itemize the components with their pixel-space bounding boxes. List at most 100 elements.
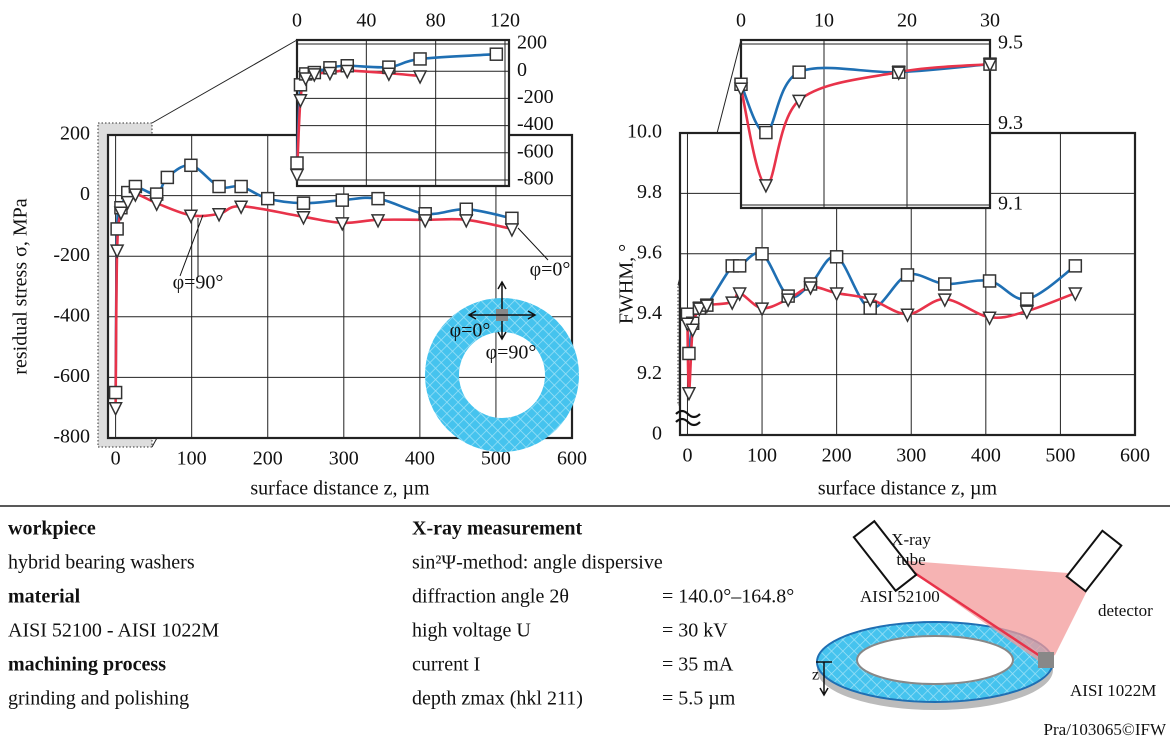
marker	[113, 206, 129, 221]
ring-sketch: φ=0° φ=90°	[425, 280, 579, 452]
marker	[982, 311, 997, 326]
marker	[293, 94, 308, 109]
x-tick-label: 0	[682, 445, 692, 467]
y-tick-label: 9.3	[998, 112, 1023, 134]
y-tick-label: -200	[53, 244, 90, 266]
y-axis-label: FWHM, °	[616, 244, 638, 324]
x-tick-label: 200	[822, 445, 852, 467]
washer-hole	[856, 635, 1014, 685]
y-tick-label: -400	[53, 304, 90, 326]
x-axis-label: surface distance z, µm	[250, 478, 430, 500]
info-text: AISI 52100 - AISI 1022M	[8, 620, 219, 642]
x-tick-label: 500	[1045, 445, 1075, 467]
x-tick-label: 300	[896, 445, 926, 467]
marker	[413, 52, 427, 66]
z-axis	[816, 661, 832, 697]
marker	[234, 179, 248, 194]
param-name: depth zmax (hkl 211)	[412, 688, 583, 710]
x-tick-label: 100	[177, 448, 207, 470]
marker	[1020, 292, 1034, 306]
marker	[108, 401, 123, 417]
marker	[322, 66, 338, 82]
marker	[108, 385, 123, 400]
setup-label: tube	[896, 550, 925, 569]
marker	[296, 196, 311, 210]
marker	[1019, 305, 1035, 320]
beam	[895, 560, 1095, 662]
x-axis-label: surface distance z, µm	[818, 478, 998, 500]
charts: 0 100 200 300 400 500 6002000-200-400-600-800s…	[10, 10, 1150, 500]
x-tick-label: 400	[971, 445, 1001, 467]
marker	[296, 211, 311, 226]
x-tick-label: 20	[897, 10, 917, 32]
leader	[517, 227, 549, 261]
marker	[212, 179, 226, 194]
param-name: high voltage U	[412, 620, 531, 642]
param-value: = 35 mA	[662, 654, 734, 676]
x-tick-label: 300	[329, 448, 359, 470]
leader	[179, 214, 204, 277]
marker	[982, 58, 998, 73]
marker	[724, 296, 740, 311]
x-tick-label: 30	[980, 10, 1000, 32]
marker	[758, 179, 774, 194]
marker	[298, 72, 313, 87]
y-tick-label: -400	[517, 113, 554, 135]
marker	[289, 168, 305, 184]
marker	[829, 250, 844, 264]
x-tick-label: 600	[1120, 445, 1150, 467]
info-heading: machining process	[8, 654, 166, 676]
marker	[184, 158, 198, 173]
marker	[938, 277, 952, 291]
marker	[733, 82, 749, 97]
credit: Pra/103065©IFW	[1044, 720, 1167, 739]
marker	[829, 287, 844, 302]
axis-break	[675, 409, 701, 427]
marker	[1068, 287, 1083, 302]
chart: 0 10 20 309.5 9.3 9.1	[733, 10, 1023, 215]
marker	[862, 293, 878, 308]
marker	[128, 188, 143, 203]
marker	[791, 94, 807, 110]
info-xray: X-ray measurement sin²Ψ-method: angle di…	[412, 518, 794, 710]
y-axis-label: residual stress σ, MPa	[10, 198, 32, 374]
y-tick-label: 0	[80, 183, 90, 205]
y-tick-label: 200	[60, 123, 90, 145]
y-tick-label: 9.4	[637, 302, 662, 324]
marker	[417, 214, 433, 229]
info-heading: material	[8, 586, 81, 608]
marker	[682, 346, 696, 361]
annotations: φ=90° φ=0°	[173, 214, 571, 294]
marker	[891, 66, 906, 81]
x-tick-label: 100	[747, 445, 777, 467]
marker	[110, 222, 124, 236]
x-tick-label: 0	[736, 10, 746, 32]
marker	[183, 209, 199, 224]
marker	[699, 299, 715, 314]
marker	[732, 287, 747, 302]
annotation: φ=90°	[173, 272, 224, 294]
marker	[759, 125, 773, 140]
marker	[489, 47, 504, 61]
y-tick-label: 9.1	[998, 193, 1023, 215]
marker	[160, 170, 175, 185]
marker	[335, 217, 350, 232]
x-tick-label: 10	[814, 10, 834, 32]
x-tick-label: 200	[253, 448, 283, 470]
marker	[412, 70, 428, 85]
setup-label: AISI 52100	[860, 587, 940, 606]
marker	[803, 281, 818, 296]
marker	[109, 244, 125, 259]
param-value: = 5.5 µm	[662, 688, 736, 710]
marker	[504, 223, 520, 238]
marker	[754, 302, 770, 317]
setup-sketch: X-ray tube detector AISI 52100 AISI 1022…	[812, 519, 1167, 739]
tube	[852, 519, 918, 593]
marker	[982, 274, 997, 288]
y-tick-label: 10.0	[627, 121, 662, 143]
detector	[1065, 529, 1123, 593]
marker	[307, 68, 322, 83]
y-tick-label: -600	[517, 140, 554, 162]
y-tick-label: 9.6	[637, 241, 662, 263]
annotation: φ=0°	[530, 259, 571, 281]
